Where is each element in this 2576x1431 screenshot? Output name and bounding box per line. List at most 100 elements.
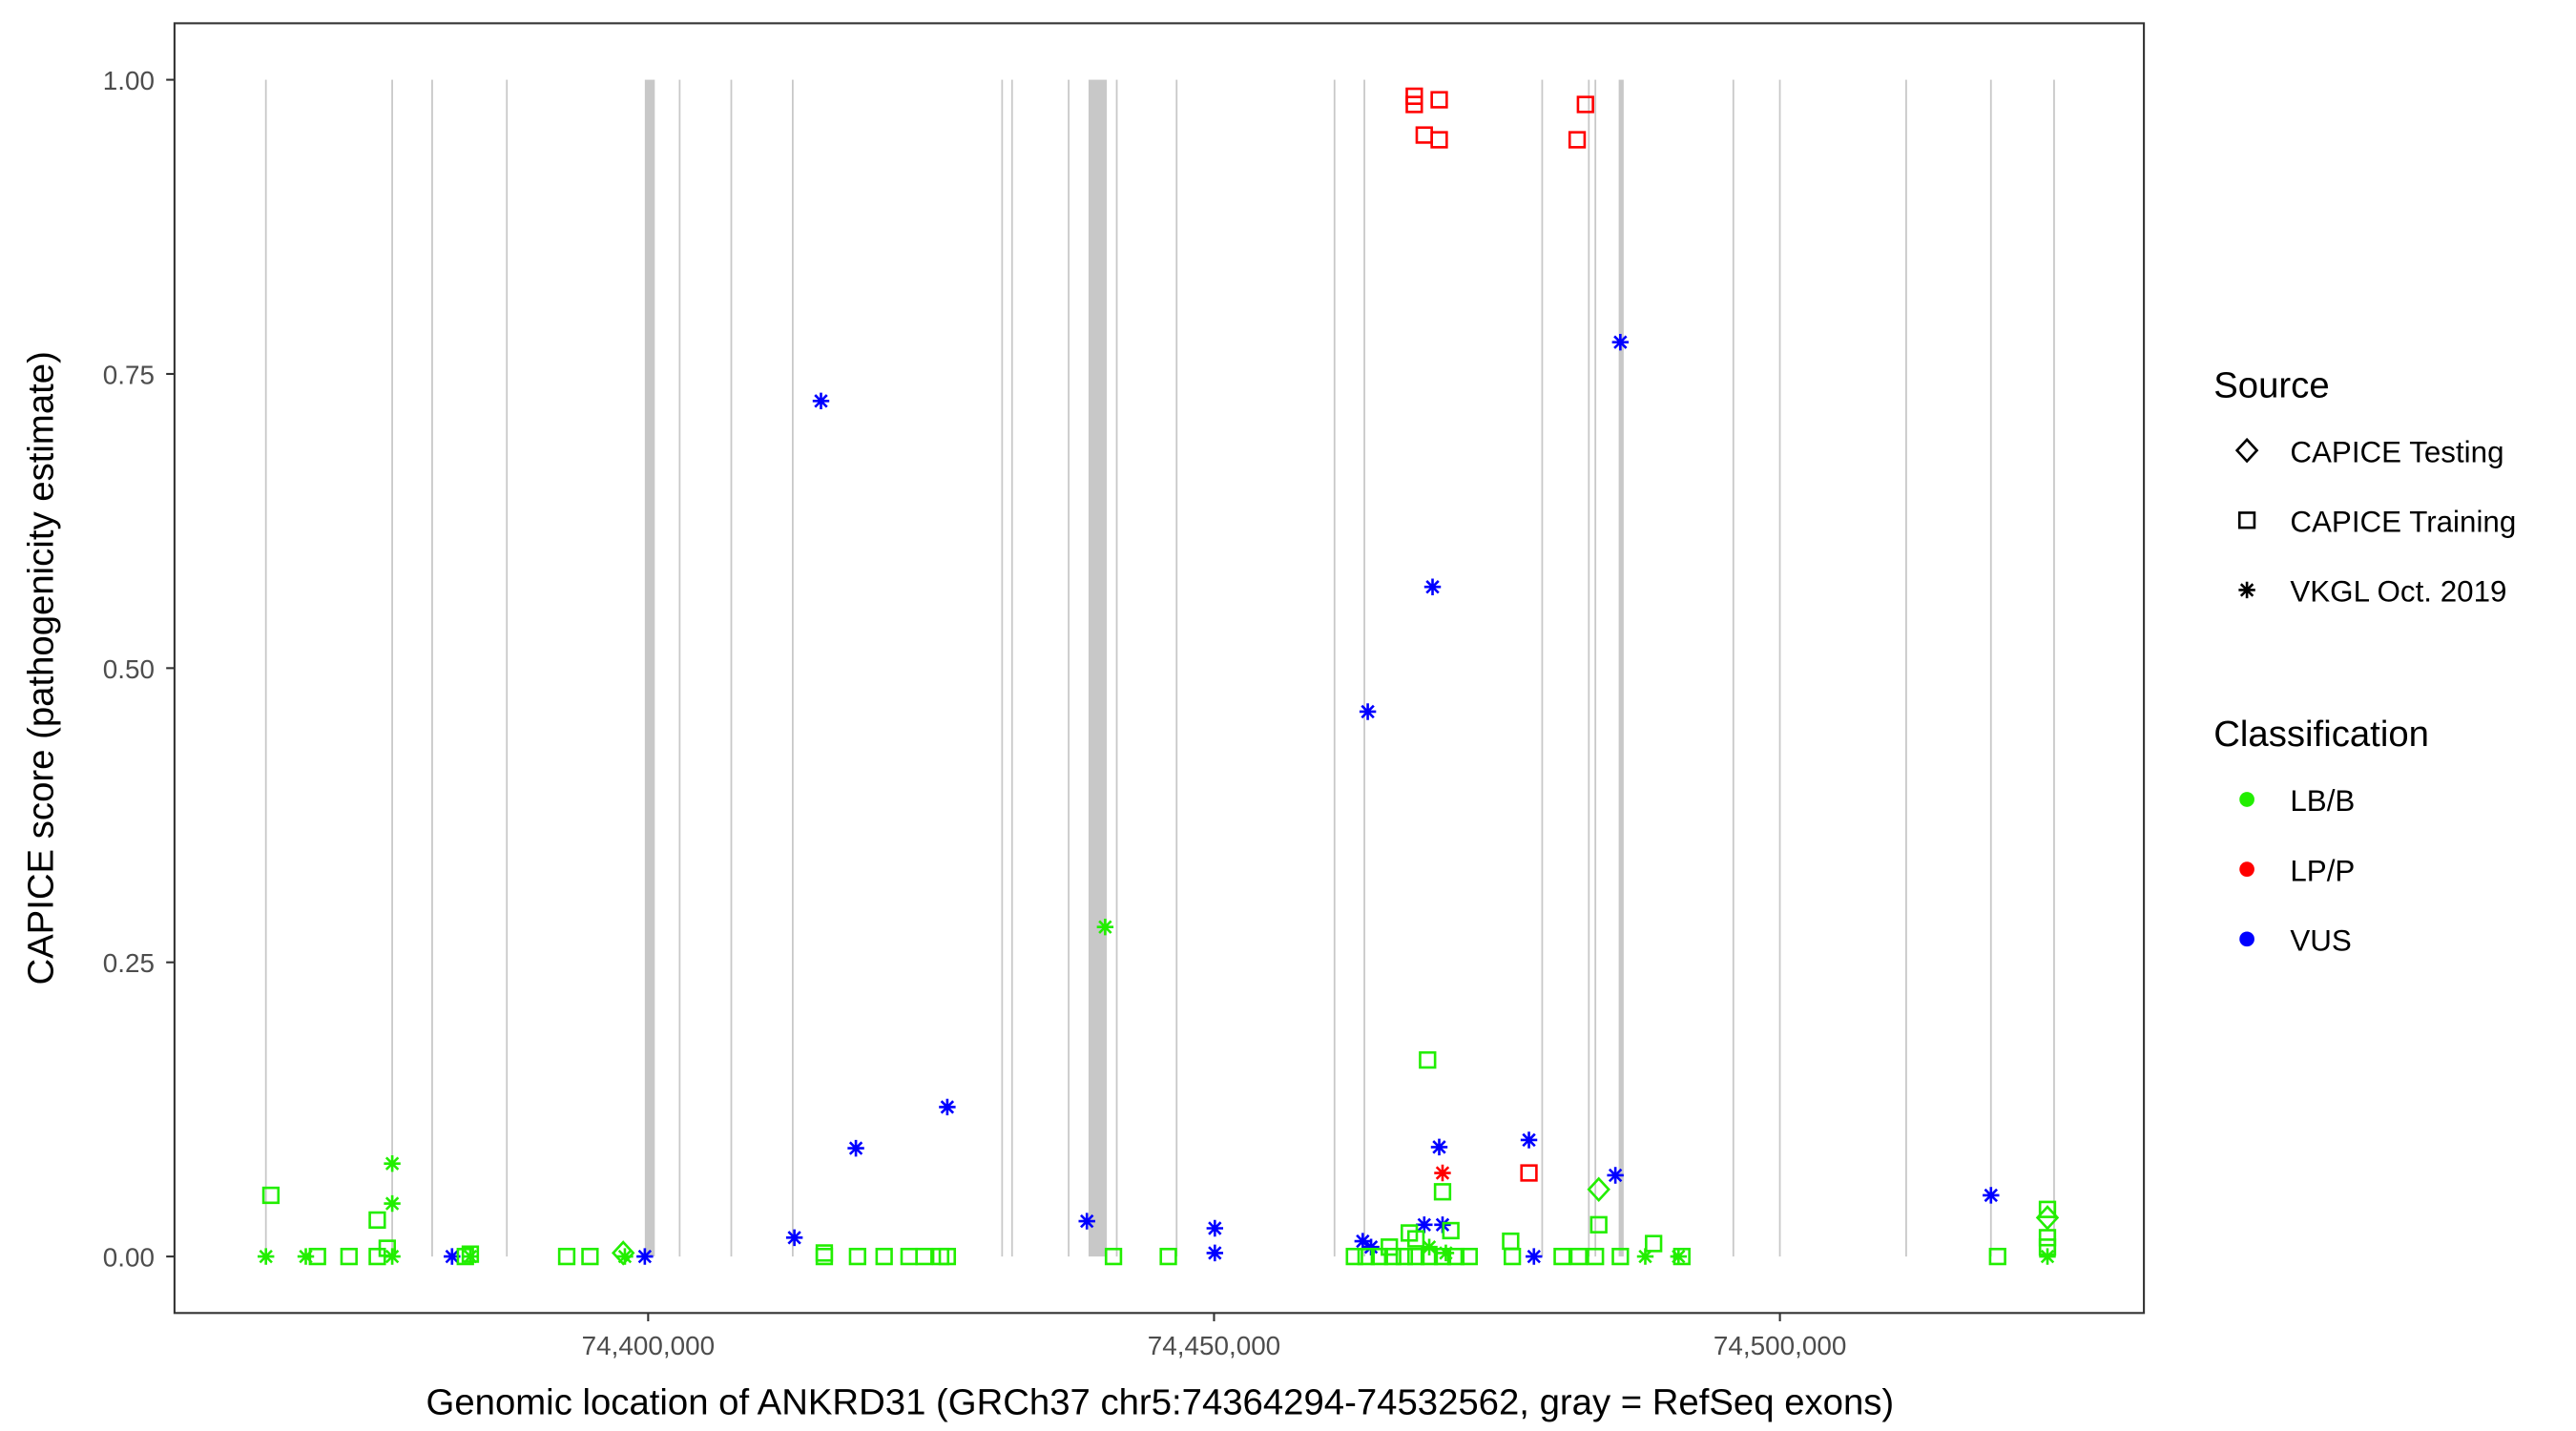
data-point [1421,1238,1438,1255]
data-point [812,392,830,410]
data-point [1416,1216,1433,1234]
asterisk-marker [384,1154,401,1172]
square-marker [1442,1221,1460,1240]
asterisk-marker [939,1098,956,1116]
diamond-marker [611,1240,635,1266]
square-marker [261,1186,280,1205]
legend-key-dot [2239,861,2254,877]
data-point [1587,1176,1610,1203]
data-point [258,1248,275,1265]
data-point [384,1154,401,1172]
square-marker [308,1247,326,1266]
square-marker [2038,1200,2057,1218]
data-point [1587,1247,1605,1266]
data-point [1104,1247,1123,1266]
diamond-marker [2035,1205,2060,1231]
data-point [1419,1050,1437,1069]
square-marker [1420,1247,1439,1266]
data-point [1078,1213,1095,1230]
data-point [848,1247,866,1266]
exon-band [1989,79,1992,1257]
x-axis: 74,400,000 74,450,000 74,500,000 [582,1313,1846,1360]
data-point [1611,333,1630,351]
asterisk-marker [1526,1248,1543,1265]
data-point [1442,1221,1460,1240]
data-point [611,1240,635,1266]
diamond-marker [2234,437,2259,464]
square-marker [2038,1238,2057,1256]
asterisk-marker [1430,1138,1448,1156]
asterisk-marker [636,1248,654,1265]
data-point [1362,1238,1380,1255]
asterisk-marker [1437,1244,1455,1262]
square-marker [848,1247,866,1266]
square-marker [368,1247,386,1266]
exon-band [391,79,393,1257]
square-marker [1433,1183,1452,1201]
data-point [1420,1247,1439,1266]
data-point [1096,919,1114,936]
x-tick-label: 74,400,000 [582,1331,715,1360]
data-point [815,1244,834,1262]
asterisk-marker [2039,1248,2056,1265]
data-point [1437,1244,1455,1262]
data-point [1568,131,1587,149]
asterisk-marker [1096,919,1114,936]
asterisk-marker [444,1248,461,1265]
exon-band [1068,79,1070,1257]
data-point [456,1247,474,1266]
asterisk-marker [812,392,830,410]
data-point [847,1139,864,1157]
square-marker [1568,131,1587,149]
asterisk-marker [1206,1219,1224,1237]
data-point [368,1247,386,1266]
data-point [308,1247,326,1266]
square-marker [1430,91,1448,109]
data-point [384,1194,401,1213]
data-point [1526,1248,1543,1265]
legend-label: CAPICE Training [2290,505,2516,538]
exon-band [1115,79,1118,1257]
y-tick-label: 0.50 [103,654,155,684]
exon-band [644,79,655,1257]
legend-key-dot [2239,931,2254,947]
data-point [368,1211,386,1230]
data-point [939,1098,956,1116]
plot-panel [174,23,2145,1314]
square-marker [1357,1247,1375,1266]
data-point [1345,1247,1363,1266]
square-marker [1381,1238,1399,1256]
asterisk-marker [258,1248,275,1265]
legend-label: VKGL Oct. 2019 [2290,575,2506,609]
legend-key-asterisk [2238,581,2255,599]
data-point [444,1248,461,1265]
y-tick-label: 1.00 [103,66,155,95]
data-point [1520,1131,1538,1149]
data-point [462,1248,479,1265]
data-point [2035,1205,2060,1231]
asterisk-marker [1611,333,1630,351]
data-point [1589,1215,1608,1234]
data-point [1636,1248,1654,1265]
square-marker [1430,131,1448,149]
points-layer [258,87,2060,1266]
data-point [1430,91,1448,109]
legend-label: LP/P [2290,854,2355,887]
square-marker [581,1247,599,1266]
data-point [1359,703,1377,720]
data-point [1430,131,1448,149]
data-point [581,1247,599,1266]
data-point [875,1247,893,1266]
data-point [1433,1183,1452,1201]
asterisk-marker [1670,1248,1688,1265]
x-axis-title: Genomic location of ANKRD31 (GRCh37 chr5… [426,1382,1895,1423]
square-marker [368,1211,386,1230]
y-axis-title: CAPICE score (pathogenicity estimate) [21,351,62,985]
exon-band [1541,79,1544,1257]
asterisk-marker [297,1248,315,1265]
asterisk-marker [785,1229,803,1247]
exon-band [431,79,433,1257]
square-marker [456,1247,474,1266]
square-marker [1345,1247,1363,1266]
asterisk-marker [616,1248,634,1265]
